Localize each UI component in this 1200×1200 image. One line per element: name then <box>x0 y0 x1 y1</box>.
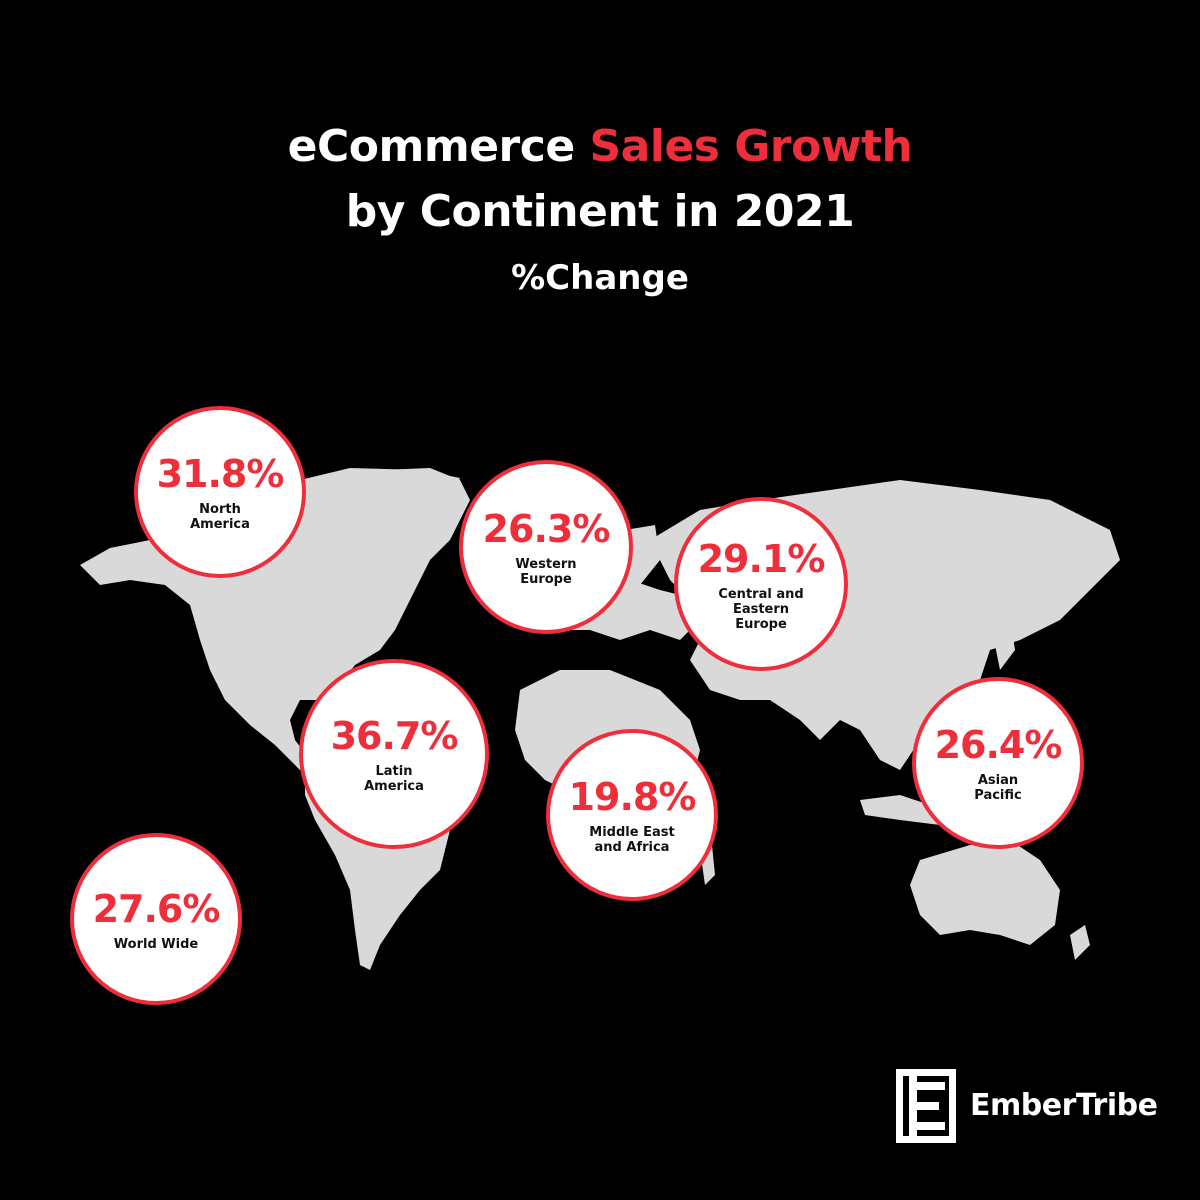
region-label: North America <box>190 502 250 532</box>
region-value: 26.3% <box>482 507 611 551</box>
region-label: World Wide <box>113 936 199 952</box>
australia-landmass <box>910 840 1060 945</box>
chart-title-line1: eCommerce Sales Growth <box>0 116 1200 178</box>
region-label: Middle East and Africa <box>589 825 675 855</box>
region-bubble-north-america: 31.8% North America <box>134 406 306 578</box>
title-highlight: Sales Growth <box>589 121 913 172</box>
region-value: 31.8% <box>156 452 285 496</box>
region-label: Asian Pacific <box>974 773 1022 803</box>
region-label: Western Europe <box>515 557 577 587</box>
region-bubble-middle-east-africa: 19.8% Middle East and Africa <box>546 729 718 901</box>
region-value: 36.7% <box>330 714 459 758</box>
region-value: 29.1% <box>697 536 826 581</box>
region-bubble-latin-america: 36.7% Latin America <box>299 659 489 849</box>
region-bubble-western-europe: 26.3% Western Europe <box>459 460 633 634</box>
north-america-landmass <box>80 468 470 770</box>
region-label: Central and Eastern Europe <box>718 586 804 632</box>
chart-title-line2: by Continent in 2021 <box>345 186 855 237</box>
region-value: 26.4% <box>934 723 1063 767</box>
new-zealand-landmass <box>1070 925 1090 960</box>
japan-landmass <box>995 615 1015 670</box>
embertribe-logo-icon <box>896 1069 956 1143</box>
brand-name: EmberTribe <box>970 1088 1158 1123</box>
region-value: 27.6% <box>92 886 221 931</box>
region-bubble-central-eastern-europe: 29.1% Central and Eastern Europe <box>674 497 848 671</box>
chart-subtitle: %Change <box>511 258 689 298</box>
region-label: Latin America <box>364 764 424 794</box>
region-bubble-world-wide: 27.6% World Wide <box>70 833 242 1005</box>
region-value: 19.8% <box>568 775 697 819</box>
greenland-landmass <box>300 468 460 590</box>
title-text: eCommerce <box>287 121 590 172</box>
region-bubble-asian-pacific: 26.4% Asian Pacific <box>912 677 1084 849</box>
